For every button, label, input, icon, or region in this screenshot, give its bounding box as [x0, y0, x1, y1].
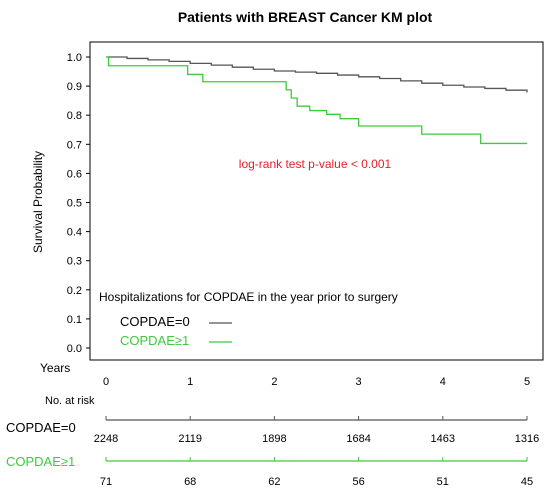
y-tick-label: 0.8 — [67, 110, 82, 122]
y-tick-label: 0.2 — [67, 285, 82, 297]
y-tick-label: 0.3 — [67, 256, 82, 268]
y-axis: 0.0 0.1 0.2 0.3 0.4 0.5 0.6 0.7 0.8 0.9 1.0 — [67, 52, 90, 355]
risk-value: 2119 — [178, 433, 202, 445]
risk-value: 1316 — [515, 433, 539, 445]
y-axis-label: Survival Probability — [31, 151, 45, 253]
legend-title: Hospitalizations for COPDAE in the year … — [99, 290, 398, 304]
y-tick-label: 0.5 — [67, 198, 82, 210]
y-tick-label: 0.1 — [67, 314, 82, 326]
x-tick-label: 2 — [271, 376, 277, 388]
y-tick-label: 0.6 — [67, 168, 82, 180]
y-tick-label: 0.4 — [67, 227, 82, 239]
logrank-annotation: log-rank test p-value < 0.001 — [239, 157, 392, 171]
risk-value: 51 — [437, 476, 449, 488]
x-tick-label: 3 — [356, 376, 362, 388]
risk-value: 68 — [184, 476, 196, 488]
series-line-copdae-0 — [106, 56, 528, 93]
risk-value: 1684 — [346, 433, 370, 445]
risk-value: 56 — [352, 476, 364, 488]
x-tick-label: 0 — [103, 376, 109, 388]
y-tick-label: 0.7 — [67, 139, 82, 151]
risk-table-title: No. at risk — [45, 395, 95, 407]
x-axis-label: Years — [40, 361, 70, 375]
y-tick-label: 1.0 — [67, 52, 82, 64]
x-tick-label: 4 — [440, 376, 446, 388]
risk-value: 2248 — [94, 433, 118, 445]
legend-label-copdae-0: COPDAE=0 — [120, 314, 190, 329]
legend-label-copdae-1: COPDAE≥1 — [120, 333, 189, 348]
plot-frame — [89, 41, 544, 361]
y-tick-label: 0.0 — [67, 343, 82, 355]
risk-table: COPDAE=0 2248 2119 1898 1684 1463 1316 COPDAE≥1… — [6, 416, 539, 488]
risk-value: 45 — [521, 476, 533, 488]
x-tick-label: 1 — [187, 376, 193, 388]
risk-value: 62 — [268, 476, 280, 488]
series-layer — [106, 56, 528, 145]
risk-row-name: COPDAE≥1 — [6, 454, 75, 469]
y-tick-label: 0.9 — [67, 81, 82, 93]
chart-title: Patients with BREAST Cancer KM plot — [178, 9, 433, 25]
x-tick-label: 5 — [524, 376, 530, 388]
x-axis-ticks: 0 1 2 3 4 5 — [103, 376, 530, 388]
series-line-copdae-1 — [106, 56, 527, 145]
risk-value: 1463 — [431, 433, 455, 445]
risk-value: 1898 — [262, 433, 286, 445]
risk-row-name: COPDAE=0 — [6, 420, 76, 435]
risk-value: 71 — [100, 476, 112, 488]
